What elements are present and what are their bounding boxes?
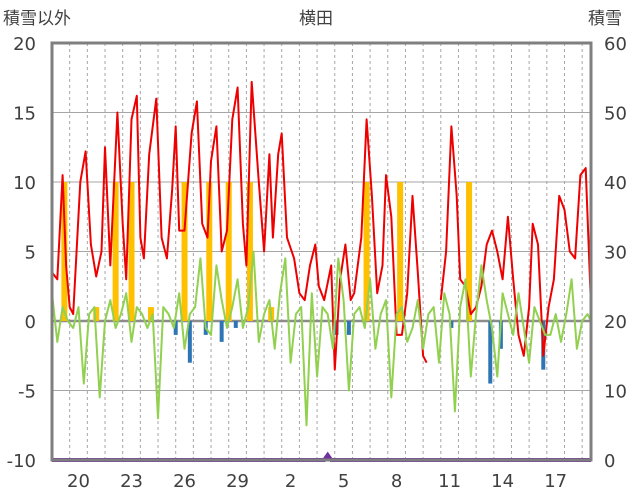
snowfall-bar [363,182,370,321]
left-tick-label: 10 [13,173,36,194]
snowfall-bar [93,307,100,321]
series-line-green [51,250,592,427]
snowfall-bar [246,182,253,321]
right-tick-label: 20 [604,312,627,333]
precip-bar [449,321,454,328]
x-tick-label: 23 [120,471,143,492]
snowfall-bar [181,182,188,321]
snowfall-bar [466,182,473,321]
x-tick-label: 5 [338,471,349,492]
x-tick-label: 11 [438,471,461,492]
left-tick-label: 15 [13,104,36,125]
precip-bar [346,321,351,335]
snowfall-bar [128,182,135,321]
precip-bar [187,321,192,363]
precip-bar [219,321,224,342]
precip-bar [173,321,178,335]
left-tick-label: -5 [18,382,36,403]
left-tick-label: -10 [7,451,36,472]
left-tick-label: 5 [25,243,36,264]
x-tick-label: 17 [544,471,567,492]
precip-bar [233,321,238,328]
precip-bar [488,321,493,384]
x-tick-label: 2 [285,471,296,492]
right-tick-label: 30 [604,243,627,264]
snowfall-bar [225,182,232,321]
right-axis-title: 積雪 [588,9,622,29]
x-tick-label: 14 [491,471,514,492]
right-tick-label: 0 [604,451,615,472]
chart-title: 横田 [299,9,333,29]
right-tick-label: 50 [604,104,627,125]
snowfall-bar [397,182,404,321]
series-line-red [51,80,428,371]
right-tick-label: 60 [604,34,627,55]
left-tick-label: 0 [25,312,36,333]
snowfall-bar [206,182,213,321]
plot-frame [50,41,593,462]
snowfall-bar [147,307,154,321]
tick-labels: -10 -5 0 5 10 15 20 0 10 20 30 40 50 60 20 23 26 29 2 5 8 11 1… [7,34,627,492]
x-tick-label: 8 [391,471,402,492]
x-tick-label: 29 [226,471,249,492]
left-tick-label: 20 [13,34,36,55]
left-axis-title: 積雪以外 [3,9,71,29]
x-tick-label: 20 [67,471,90,492]
snowfall-bar [112,182,119,321]
right-tick-label: 10 [604,382,627,403]
snowfall-bar [61,182,68,321]
x-tick-label: 26 [173,471,196,492]
right-tick-label: 40 [604,173,627,194]
